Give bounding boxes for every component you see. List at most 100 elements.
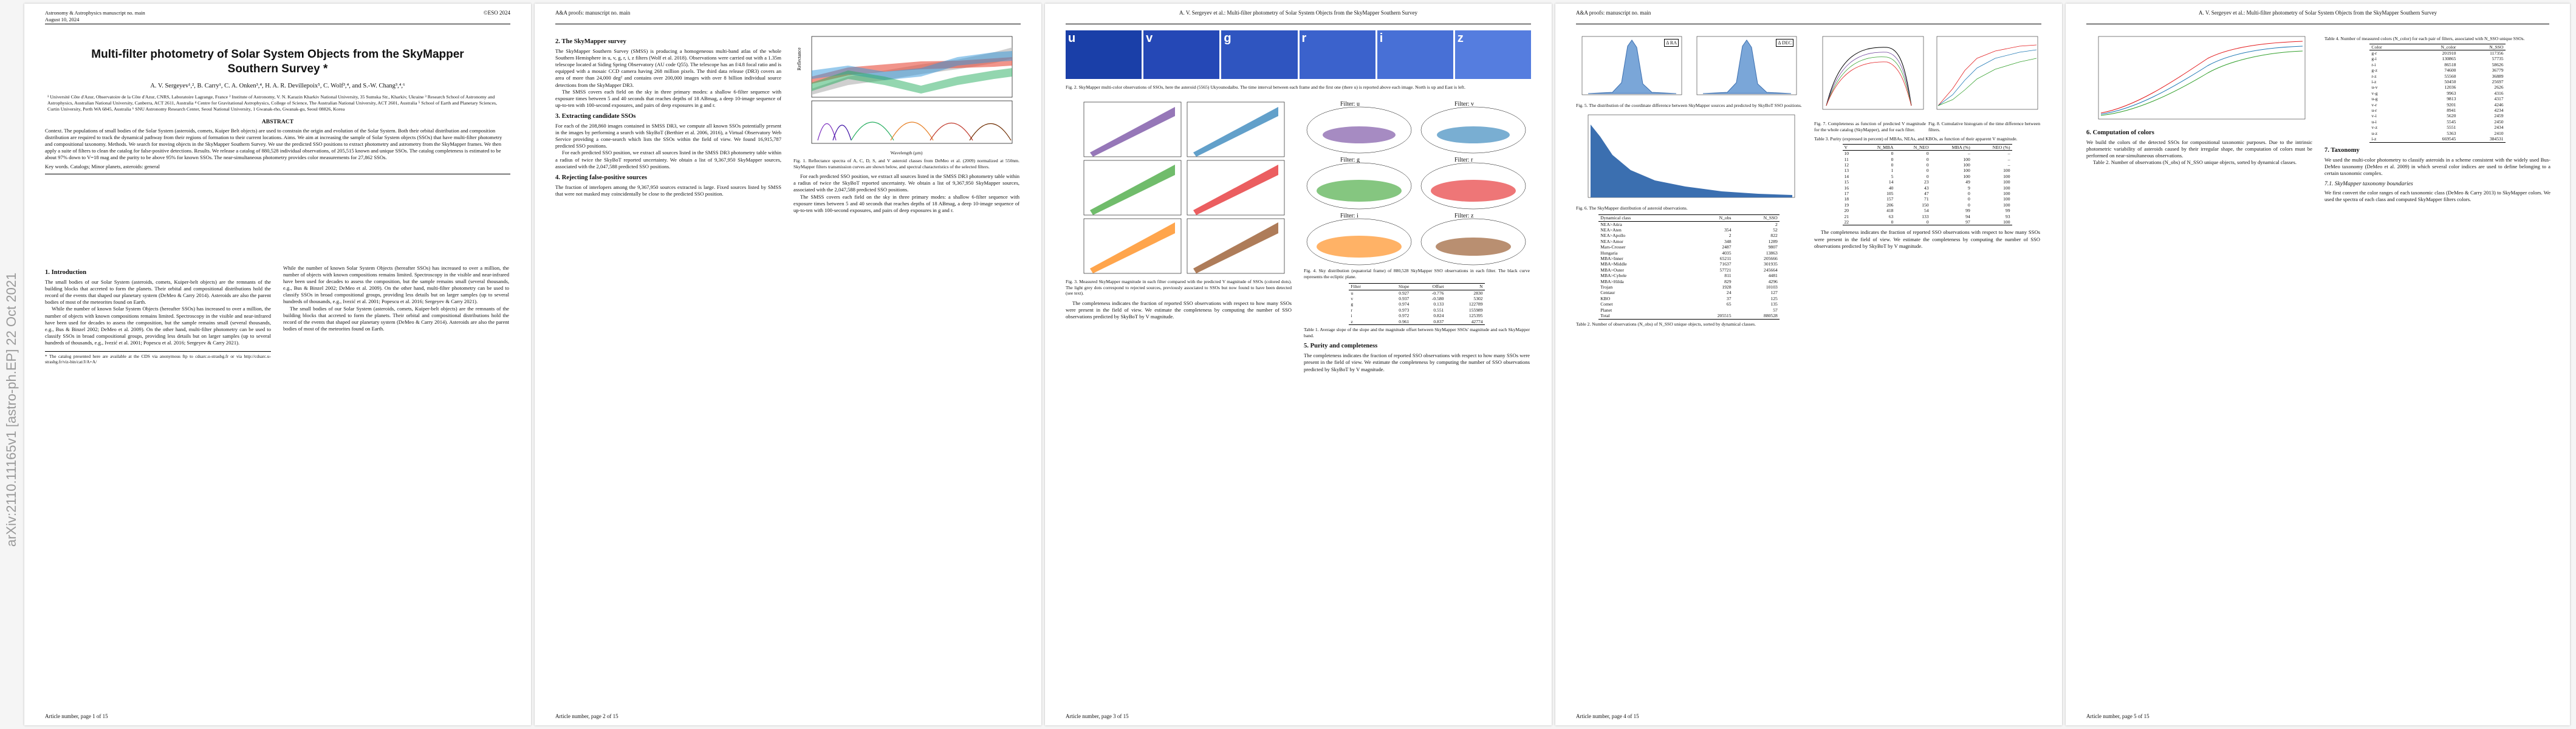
table-cell: 100	[1963, 168, 1970, 174]
table-cell: 0.961	[1399, 318, 1410, 324]
table-cell: 14	[1844, 173, 1849, 179]
table-cell: u-r	[2371, 108, 2377, 114]
table-cell: 822	[1770, 233, 1778, 239]
keywords: Key words. Catalogs; Minor planets, aste…	[45, 163, 160, 169]
table-row: r 0.973 0.551 155989	[1349, 307, 1484, 313]
table-cell: 20	[1844, 208, 1849, 214]
table-row: 11 0 0 100 –	[1843, 157, 2012, 162]
table-cell: MBA>Outer	[1600, 267, 1625, 273]
column-left: 1. Introduction The small bodies of our …	[45, 265, 271, 364]
table-row: 20 418 54 99 99	[1843, 208, 2012, 213]
table-cell: –	[2007, 162, 2010, 168]
table-cell: 100	[1963, 156, 1970, 162]
table-cell: 22	[1844, 219, 1849, 225]
page-header: A&A proofs: manuscript no. main	[555, 10, 1021, 24]
stamp-r: r	[1299, 30, 1375, 79]
stamp-i: i	[1377, 30, 1453, 79]
abstract-title: ABSTRACT	[261, 118, 294, 125]
table-cell: 0	[1926, 156, 1929, 162]
abstract: ABSTRACT Context. The populations of sma…	[45, 118, 510, 174]
table-cell: 9963	[2447, 90, 2456, 96]
table-cell: v-g	[2371, 90, 2378, 96]
table-cell: 0	[1926, 168, 1929, 174]
sky-map-i: Filter: i	[1304, 213, 1416, 266]
table-cell: 2	[1775, 221, 1778, 227]
table-header-cell: N_MBA	[1877, 144, 1894, 150]
table-row: Planet 57	[1598, 307, 1780, 313]
table-cell: 155989	[1468, 307, 1483, 313]
table-cell: 100	[2003, 219, 2010, 225]
table-cell: u-g	[2371, 96, 2378, 102]
table-cell: 4316	[2494, 90, 2504, 96]
table-cell: 418	[1886, 208, 1894, 214]
table-caption: Table 1. Average slope of the slope and …	[1304, 327, 1530, 338]
table-caption: Table 4. Number of measured colors (N_co…	[2324, 36, 2525, 41]
table-cell: v-i	[2371, 113, 2377, 119]
table-cell: MBA>Hilda	[1600, 278, 1624, 284]
table-cell: 2450	[2494, 118, 2504, 125]
table-cell: 12	[1844, 162, 1849, 168]
paragraph: The fraction of interlopers among the 9,…	[555, 183, 781, 197]
table-cell: 4296	[1768, 278, 1778, 284]
stamp-u: u	[1066, 30, 1142, 79]
table-cell: Comet	[1600, 301, 1613, 307]
table-cell: i-z	[2371, 79, 2377, 85]
page-header: A&A proofs: manuscript no. main	[1576, 10, 2041, 24]
sky-map-z: Filter: z	[1418, 213, 1530, 266]
table-row: 17 105 47 0 100	[1843, 191, 2012, 196]
section-heading: 1. Introduction	[45, 269, 87, 276]
table-cell: 71637	[1719, 261, 1732, 267]
table-row: 22 0 0 97 100	[1842, 219, 2012, 225]
table-cell: 0	[1891, 156, 1894, 162]
table-cell: 5545	[2447, 118, 2456, 125]
table-cell: 0.973	[1399, 307, 1410, 313]
reflectance-spectra-plot: Reflectance	[796, 36, 1013, 144]
table-cell: Centaur	[1600, 290, 1615, 296]
table-cell: 348	[1724, 238, 1732, 244]
paragraph: The completeness indicates the fraction …	[1814, 229, 2040, 249]
x-axis-label: Wavelength (µm)	[890, 150, 923, 156]
table-row: Trojan 1928 10103	[1598, 284, 1780, 290]
stamp-v: v	[1143, 30, 1220, 79]
table-row: u-i 5545 2450	[2369, 119, 2505, 125]
page-footer: Article number, page 5 of 15	[2086, 713, 2150, 719]
table-cell: 206	[1886, 202, 1894, 208]
table-header-cell: V	[1844, 144, 1848, 150]
table-row: v 0.937 -0.580 5302	[1349, 296, 1484, 301]
column-right: While the number of known Solar System O…	[283, 265, 509, 332]
table-cell: g-i	[2371, 56, 2377, 62]
table-cell: 117356	[2490, 50, 2504, 56]
table-cell: 9	[1967, 185, 1970, 191]
table-cell: 50450	[2444, 79, 2456, 85]
column-right: Table 4. Number of measured colors (N_co…	[2324, 34, 2550, 203]
table-header-cell: N_obs	[1719, 215, 1732, 221]
table-cell: 99	[1965, 208, 1970, 214]
table-cell: g-r	[2371, 50, 2377, 56]
table-row: NEA>Amor 348 1289	[1598, 239, 1780, 244]
table-cell: Total	[1600, 313, 1610, 319]
paragraph: We build the colors of the detected SSOs…	[2086, 139, 2312, 159]
table-cell: MBA>Inner	[1600, 256, 1623, 262]
table-row: NEA>Aten 354 52	[1598, 227, 1780, 233]
table-cell: u	[1351, 290, 1354, 296]
page-footer: Article number, page 1 of 15	[45, 713, 108, 719]
table-cell: 0.927	[1399, 290, 1410, 296]
table-cell: 1	[1891, 168, 1894, 174]
column-right: Fig. 7. Completeness as function of pred…	[1814, 34, 2040, 250]
column-left: Δ RA Δ DEC Fig. 5. The distribution of t…	[1576, 34, 1802, 327]
footnote: * The catalog presented here are availab…	[45, 351, 271, 364]
table-cell: 99	[2005, 208, 2010, 214]
table-cell: v-r	[2371, 101, 2377, 108]
table-row: 19 206 150 0 100	[1843, 202, 2012, 208]
table-row: g-r 201910 117356	[2369, 50, 2505, 56]
table-cell: 100	[2003, 173, 2010, 179]
table-cell: 13863	[1766, 250, 1778, 256]
paper-title: Multi-filter photometry of Solar System …	[91, 48, 464, 75]
section-heading: 6. Computation of colors	[2086, 129, 2154, 136]
table-cell: -0.580	[1431, 296, 1444, 301]
table-header-cell: Offset	[1432, 284, 1444, 290]
table-cell: 54	[1924, 208, 1929, 214]
table-cell: 2459	[2494, 113, 2504, 119]
table-cell: 23	[1924, 179, 1929, 185]
table-row: 18 157 71 0 100	[1843, 196, 2012, 202]
